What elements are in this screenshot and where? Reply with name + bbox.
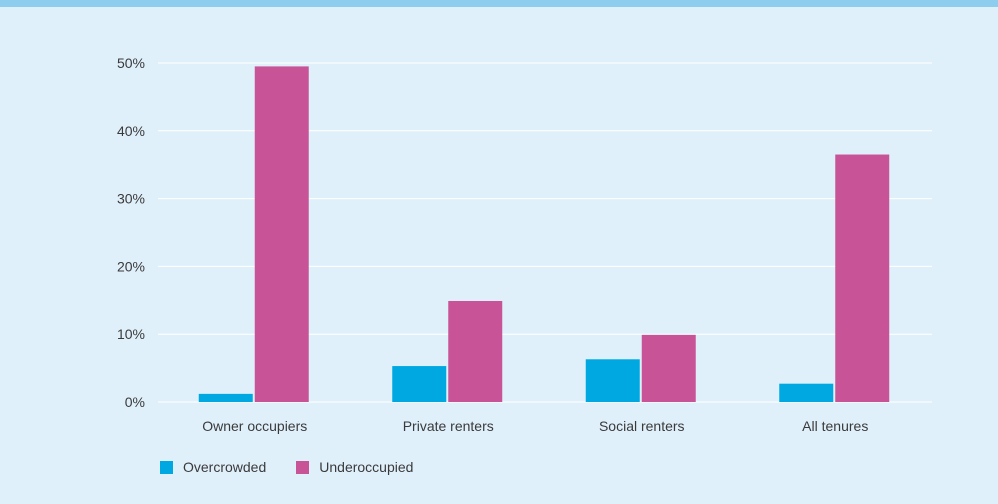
y-tick-label: 30% xyxy=(117,191,145,207)
legend-swatch-overcrowded xyxy=(160,460,173,474)
x-category-label: All tenures xyxy=(802,418,868,434)
legend-label-overcrowded: Overcrowded xyxy=(183,459,267,475)
bar-overcrowded-private-renters xyxy=(392,366,447,402)
legend-label-underoccupied: Underoccupied xyxy=(319,459,414,475)
y-axis-ticks: 0% 10% 20% 30% 40% 50% xyxy=(117,55,145,410)
legend-item-overcrowded: Overcrowded xyxy=(160,459,266,475)
bar-underoccupied-social-renters xyxy=(641,334,696,402)
top-accent-bar xyxy=(0,0,998,7)
bar-underoccupied-private-renters xyxy=(448,300,503,402)
x-axis-labels: Owner occupiers Private renters Social ren… xyxy=(202,418,868,434)
bar-overcrowded-all-tenures xyxy=(779,383,834,402)
x-category-label: Social renters xyxy=(599,418,685,434)
y-tick-label: 20% xyxy=(117,258,145,274)
legend-swatch-underoccupied xyxy=(296,460,310,474)
bar-overcrowded-social-renters xyxy=(585,359,640,402)
bar-underoccupied-owner-occupiers xyxy=(254,66,309,402)
y-tick-label: 50% xyxy=(117,55,145,71)
bar-underoccupied-all-tenures xyxy=(835,154,890,402)
bar-overcrowded-owner-occupiers xyxy=(198,393,253,402)
bars xyxy=(198,66,890,402)
x-category-label: Owner occupiers xyxy=(202,418,307,434)
legend-item-underoccupied: Underoccupied xyxy=(296,459,413,475)
y-tick-label: 40% xyxy=(117,123,145,139)
y-tick-label: 0% xyxy=(125,394,145,410)
y-tick-label: 10% xyxy=(117,326,145,342)
x-category-label: Private renters xyxy=(403,418,494,434)
legend: Overcrowded Underoccupied xyxy=(160,459,443,475)
